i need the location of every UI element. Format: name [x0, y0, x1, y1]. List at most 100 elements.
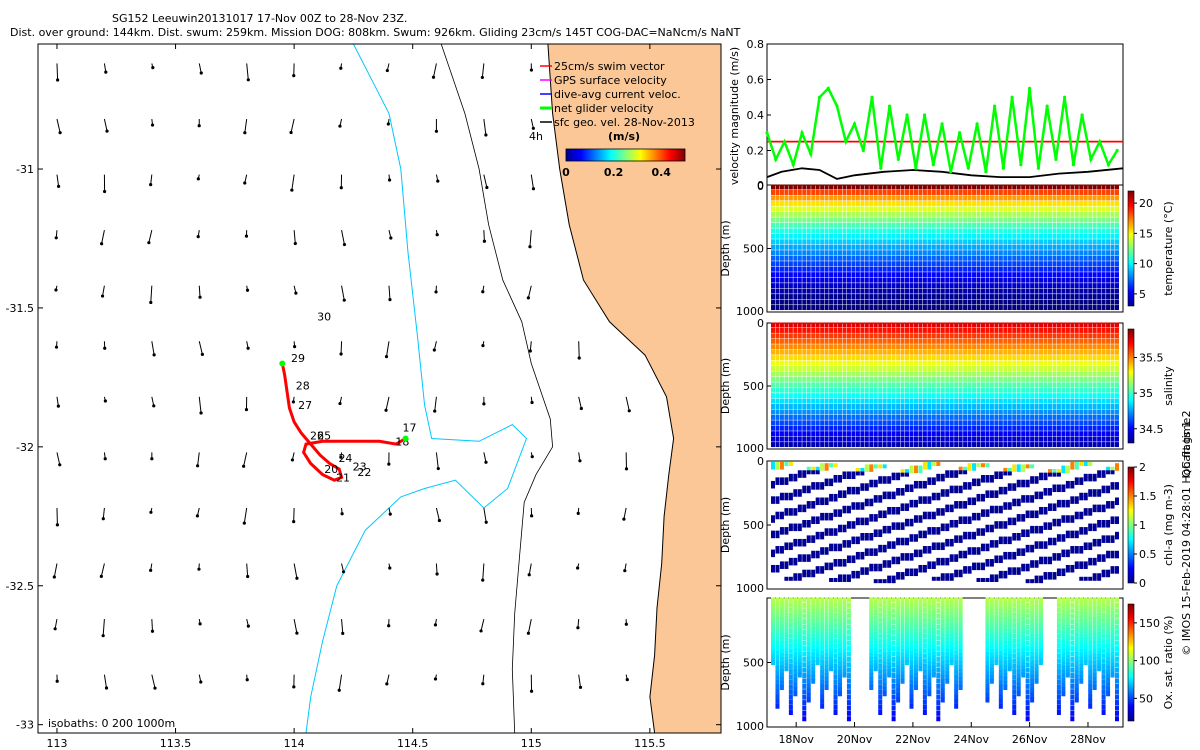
chl-sample: [1003, 540, 1008, 545]
profile-sample: [1101, 206, 1106, 212]
profile-sample: [972, 294, 977, 300]
chl-sample: [900, 537, 905, 542]
profile-sample: [797, 409, 802, 415]
profile-sample: [797, 382, 802, 388]
profile-sample: [1106, 288, 1111, 294]
profile-sample: [913, 239, 918, 245]
profile-sample: [1030, 376, 1035, 382]
profile-sample: [878, 266, 883, 272]
profile-sample: [1007, 261, 1012, 267]
profile-sample: [896, 305, 901, 311]
chl-sample: [927, 477, 932, 482]
chl-sample: [846, 543, 851, 548]
velocity-vector: [435, 563, 438, 575]
profile-sample: [896, 217, 901, 223]
profile-sample: [1030, 294, 1035, 300]
profile-sample: [1056, 189, 1061, 195]
profile-sample: [869, 442, 874, 448]
chl-sample: [976, 512, 981, 517]
profile-sample: [887, 299, 892, 305]
chl-sample: [1007, 540, 1012, 545]
chl-sample: [896, 560, 901, 565]
chl-sample: [1007, 505, 1012, 510]
profile-sample: [967, 305, 972, 311]
profile-sample: [1079, 299, 1084, 305]
profile-sample: [1043, 355, 1048, 361]
chl-sample: [1047, 506, 1052, 511]
profile-sample: [775, 233, 780, 239]
profile-sample: [936, 184, 941, 190]
profile-sample: [918, 425, 923, 431]
profile-sample: [1083, 294, 1088, 300]
profile-sample: [1106, 228, 1111, 234]
chl-sample: [811, 516, 816, 521]
profile-sample: [1047, 333, 1052, 339]
chl-sample: [985, 528, 990, 533]
profile-sample: [1115, 299, 1119, 305]
profile-sample: [775, 382, 780, 388]
velocity-vector-head: [389, 236, 393, 240]
profile-sample: [967, 261, 972, 267]
profile-sample: [963, 233, 968, 239]
profile-sample: [820, 349, 825, 355]
chl-sample: [954, 485, 959, 490]
velocity-vector-head: [197, 567, 201, 571]
chl-sample: [797, 492, 802, 497]
chl-sample: [989, 540, 994, 545]
chl-sample: [958, 538, 963, 543]
profile-sample: [954, 376, 959, 382]
profile-sample: [1030, 338, 1035, 344]
profile-sample: [851, 393, 856, 399]
profile-sample: [989, 393, 994, 399]
profile-sample: [1101, 250, 1106, 256]
profile-sample: [891, 371, 896, 377]
profile-sample: [985, 333, 990, 339]
chl-sample: [913, 568, 918, 573]
profile-sample: [918, 255, 923, 261]
profile-sample: [1052, 283, 1057, 289]
profile-sample: [1030, 211, 1035, 217]
chl-sample: [846, 509, 851, 514]
profile-sample: [775, 420, 780, 426]
profile-sample: [1052, 387, 1057, 393]
salinity-section-colorbar: [1127, 328, 1135, 444]
profile-sample: [1007, 327, 1012, 333]
profile-sample: [1025, 261, 1030, 267]
profile-sample: [846, 283, 851, 289]
profile-sample: [900, 409, 905, 415]
profile-sample: [1047, 266, 1052, 272]
profile-sample: [909, 255, 914, 261]
profile-sample: [913, 206, 918, 212]
profile-sample: [797, 404, 802, 410]
profile-sample: [1070, 217, 1075, 223]
profile-sample: [882, 195, 887, 201]
profile-sample: [1016, 376, 1021, 382]
profile-sample: [927, 365, 932, 371]
profile-sample: [913, 338, 918, 344]
profile-sample: [945, 420, 950, 426]
profile-sample: [864, 294, 869, 300]
chl-sample: [954, 489, 959, 494]
profile-sample: [824, 206, 829, 212]
profile-sample: [896, 371, 901, 377]
profile-sample: [918, 371, 923, 377]
profile-sample: [806, 360, 811, 366]
chl-sample: [1061, 515, 1066, 520]
profile-sample: [976, 436, 981, 442]
profile-sample: [869, 277, 874, 283]
chl-sample: [927, 546, 932, 551]
profile-sample: [891, 206, 896, 212]
profile-sample: [1097, 261, 1102, 267]
profile-sample: [1070, 327, 1075, 333]
profile-sample: [913, 261, 918, 267]
profile-sample: [940, 387, 945, 393]
profile-sample: [949, 349, 954, 355]
profile-sample: [887, 365, 892, 371]
profile-sample: [882, 393, 887, 399]
profile-sample: [842, 283, 847, 289]
chl-sample: [869, 551, 874, 556]
profile-sample: [980, 360, 985, 366]
velocity-vector-head: [52, 575, 56, 579]
profile-sample: [896, 200, 901, 206]
profile-sample: [994, 393, 999, 399]
